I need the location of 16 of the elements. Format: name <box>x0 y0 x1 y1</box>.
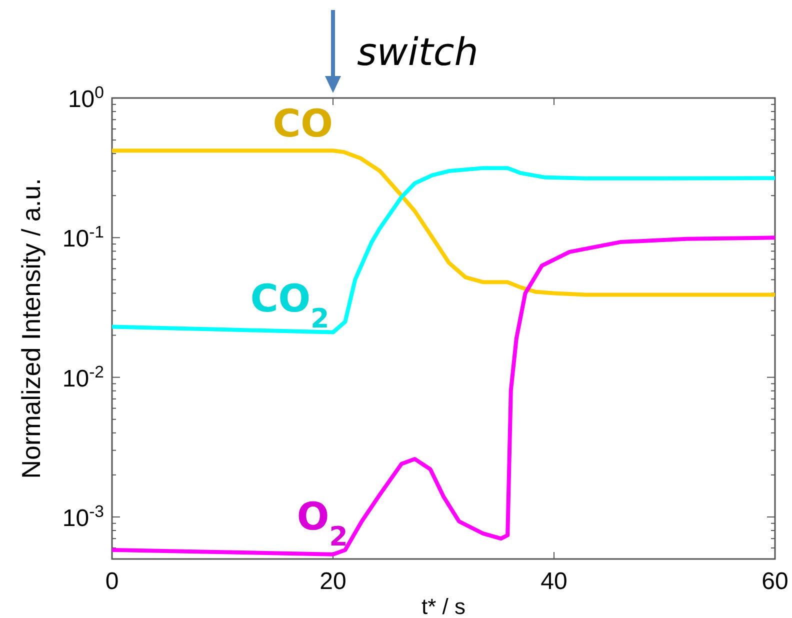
x-axis-title: t* / s <box>421 594 466 618</box>
x-tick-label: 0 <box>105 568 119 595</box>
series-label: CO <box>272 102 333 146</box>
y-tick-label: 10$^{-2}$ <box>62 362 104 392</box>
y-tick-label: 10$^{-1}$ <box>62 222 104 253</box>
line-series <box>112 166 775 334</box>
x-tick-label: 60 <box>762 568 788 595</box>
series-label: CO$_{2}$ <box>250 276 330 334</box>
y-tick-label: 10$^{0}$ <box>68 82 104 113</box>
y-axis-title: Normalized Intensity / a.u. <box>16 178 46 479</box>
x-tick-label: 20 <box>320 568 346 595</box>
y-tick-label: 10$^{-3}$ <box>62 501 104 532</box>
series-label: O$_{2}$ <box>296 494 348 552</box>
x-tick-label: 40 <box>540 568 568 595</box>
ref-line-label: switch <box>357 30 478 74</box>
line-series <box>112 236 775 556</box>
